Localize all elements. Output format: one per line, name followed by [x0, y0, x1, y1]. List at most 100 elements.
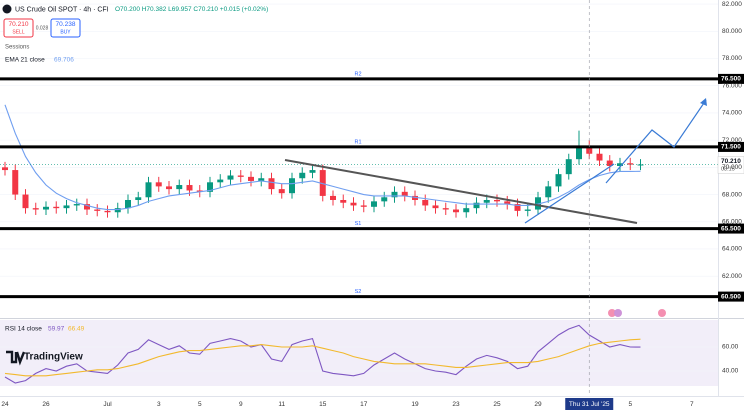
y-tick-label: 40.00 — [722, 368, 739, 375]
candle-body — [166, 186, 172, 190]
candle-body — [125, 199, 131, 209]
countdown: 08:15 — [721, 166, 735, 172]
rsi-ma-value: 66.49 — [68, 326, 85, 333]
candle-body — [278, 189, 285, 194]
rsi-band — [0, 320, 718, 386]
candle-body — [155, 182, 162, 187]
y-tick-label: 66.000 — [722, 218, 742, 225]
buy-price[interactable]: 70.238 — [56, 21, 76, 28]
candle-body — [104, 210, 111, 213]
time-highlight — [565, 398, 614, 410]
candle-body — [524, 209, 531, 211]
candle-body — [330, 195, 336, 200]
candle-body — [381, 197, 388, 202]
x-tick-label: 3 — [157, 401, 161, 408]
last-price-box — [717, 156, 744, 174]
ema-value: 69.706 — [54, 57, 74, 64]
level-name: S1 — [355, 221, 362, 227]
candle-body — [176, 185, 183, 190]
y-tick-label: 80.000 — [722, 28, 742, 35]
buy-label[interactable]: BUY — [60, 29, 71, 35]
candle-body — [207, 182, 213, 192]
candle-body — [227, 175, 234, 180]
level-name: R1 — [354, 139, 361, 145]
x-tick-label: 24 — [1, 401, 9, 408]
x-tick-label: 17 — [360, 401, 368, 408]
last-price-label: 70.210 — [721, 158, 741, 165]
sell-price[interactable]: 70.210 — [9, 21, 29, 28]
support-line — [524, 163, 615, 224]
candle-body — [463, 208, 470, 213]
candle-body — [360, 205, 367, 207]
event-icon[interactable] — [608, 309, 616, 317]
x-tick-label: 15 — [319, 401, 327, 408]
y-tick-label: 60.00 — [722, 344, 739, 351]
candle-body — [391, 191, 398, 198]
candle-body — [596, 153, 603, 161]
sessions: Sessions — [5, 45, 29, 51]
candle-body — [299, 172, 306, 179]
symbol-title: US Crude Oil SPOT · 4h · CFI — [15, 6, 109, 13]
rsi-legend: RSI 14 close — [5, 326, 42, 333]
x-tick-label: 29 — [534, 401, 542, 408]
candle-body — [473, 202, 480, 209]
y-tick-label: 74.000 — [722, 110, 742, 117]
candle-body — [114, 208, 121, 213]
y-tick-label: 76.000 — [722, 82, 742, 89]
candle-body — [453, 209, 459, 213]
y-tick-label: 62.000 — [722, 273, 742, 280]
level-label: 71.500 — [721, 144, 741, 151]
candle-body — [422, 199, 429, 206]
x-tick-label: 5 — [198, 401, 202, 408]
y-tick-label: 78.000 — [722, 55, 742, 62]
candle-body — [32, 208, 39, 210]
candle-body — [442, 208, 449, 210]
candle-body — [248, 176, 254, 181]
candle-body — [535, 197, 541, 210]
sell-button[interactable] — [3, 18, 34, 38]
tv-logo: TradingView — [24, 352, 83, 363]
series-line — [4, 324, 641, 384]
candle-body — [545, 186, 552, 198]
candle-body — [217, 179, 224, 183]
symbol-logo — [2, 4, 12, 14]
projection-arrow — [700, 98, 707, 106]
x-tick-label: 19 — [411, 401, 419, 408]
level-label: 76.500 — [721, 76, 741, 83]
candle-body — [43, 206, 49, 210]
candle-body — [494, 199, 500, 202]
tv-logo-icon — [6, 350, 26, 366]
candle-body — [555, 174, 562, 187]
y-tick-label: 68.000 — [722, 191, 742, 198]
candle-body — [73, 204, 80, 206]
level-name: R2 — [354, 71, 361, 77]
candle-body — [606, 160, 613, 166]
level-label-box — [718, 141, 744, 152]
candle-body — [412, 195, 418, 200]
rsi-value: 59.97 — [48, 326, 65, 333]
spread: 0.028 — [36, 25, 49, 31]
event-icon[interactable] — [658, 309, 666, 317]
sell-label[interactable]: SELL — [12, 29, 24, 35]
candle-body — [637, 164, 644, 166]
event-icon[interactable] — [614, 309, 622, 317]
level-label-box — [718, 223, 744, 234]
level-label-box — [718, 291, 744, 302]
candle-body — [196, 190, 203, 192]
series-line — [4, 338, 641, 377]
candle-body — [514, 204, 521, 211]
candle-body — [401, 191, 408, 196]
candle-body — [2, 167, 8, 171]
candle-body — [53, 206, 60, 209]
candle-body — [289, 178, 295, 194]
candle-body — [627, 163, 634, 165]
y-tick-label: 72.000 — [722, 137, 742, 144]
buy-button[interactable] — [50, 18, 81, 38]
candle-body — [576, 145, 582, 160]
projection-path — [605, 99, 707, 184]
candle-body — [504, 201, 511, 205]
level-name: S2 — [355, 289, 362, 295]
